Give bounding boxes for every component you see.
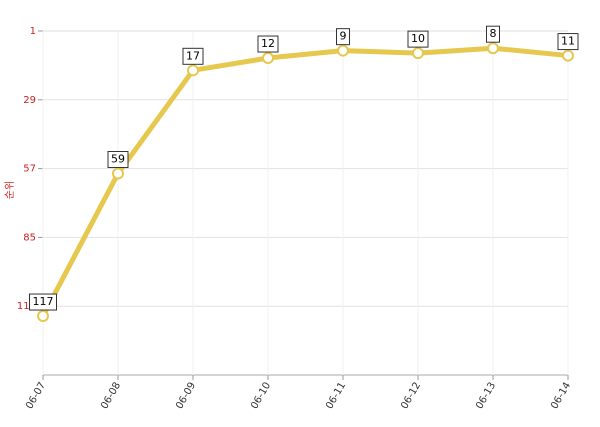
marker: [112, 167, 124, 180]
data-label-box: [486, 25, 500, 43]
marker: [562, 49, 574, 62]
data-label: 17: [182, 47, 204, 65]
y-tick-label: 57: [23, 164, 36, 175]
y-tick-label: 1: [30, 26, 36, 37]
data-label-text: 8: [490, 27, 497, 40]
x-tick-label: 06-08: [99, 381, 123, 412]
data-label: 117: [29, 293, 57, 311]
data-label-text: 9: [340, 30, 347, 43]
data-label-box: [407, 30, 429, 48]
y-axis-label: 순위: [3, 181, 16, 199]
data-label: 9: [336, 28, 350, 46]
x-tick-label: 06-12: [399, 381, 423, 412]
data-label: 11: [557, 33, 579, 51]
data-label: 12: [257, 35, 279, 53]
marker: [187, 64, 199, 77]
marker: [412, 47, 424, 60]
data-label-text: 12: [261, 37, 275, 50]
line: [40, 45, 569, 318]
x-tick-label: 06-13: [474, 381, 498, 412]
data-label: 8: [486, 25, 500, 43]
data-label-text: 10: [411, 32, 425, 45]
marker: [262, 52, 274, 65]
data-label-box: [557, 33, 579, 51]
x-tick-label: 06-10: [249, 381, 273, 412]
marker: [37, 310, 49, 323]
data-label-box: [182, 47, 204, 65]
data-label-box: [257, 35, 279, 53]
x-tick-label: 06-11: [324, 381, 348, 412]
x-tick-label: 06-14: [549, 381, 573, 412]
data-label-box: [107, 151, 129, 169]
marker: [337, 44, 349, 57]
y-tick-label: 85: [23, 232, 36, 243]
y-tick-label: 29: [23, 95, 36, 106]
data-label-box: [29, 293, 57, 311]
data-label-box: [336, 28, 350, 46]
data-label-text: 17: [186, 49, 200, 62]
data-label: 10: [407, 30, 429, 48]
y-tick-label: 113: [17, 301, 36, 312]
data-label-text: 117: [33, 295, 54, 308]
x-tick-label: 06-09: [174, 381, 198, 412]
data-label-text: 59: [111, 153, 125, 166]
data-label: 59: [107, 151, 129, 169]
x-tick-label: 06-07: [24, 381, 48, 412]
marker: [487, 42, 499, 55]
data-label-text: 11: [561, 35, 575, 48]
